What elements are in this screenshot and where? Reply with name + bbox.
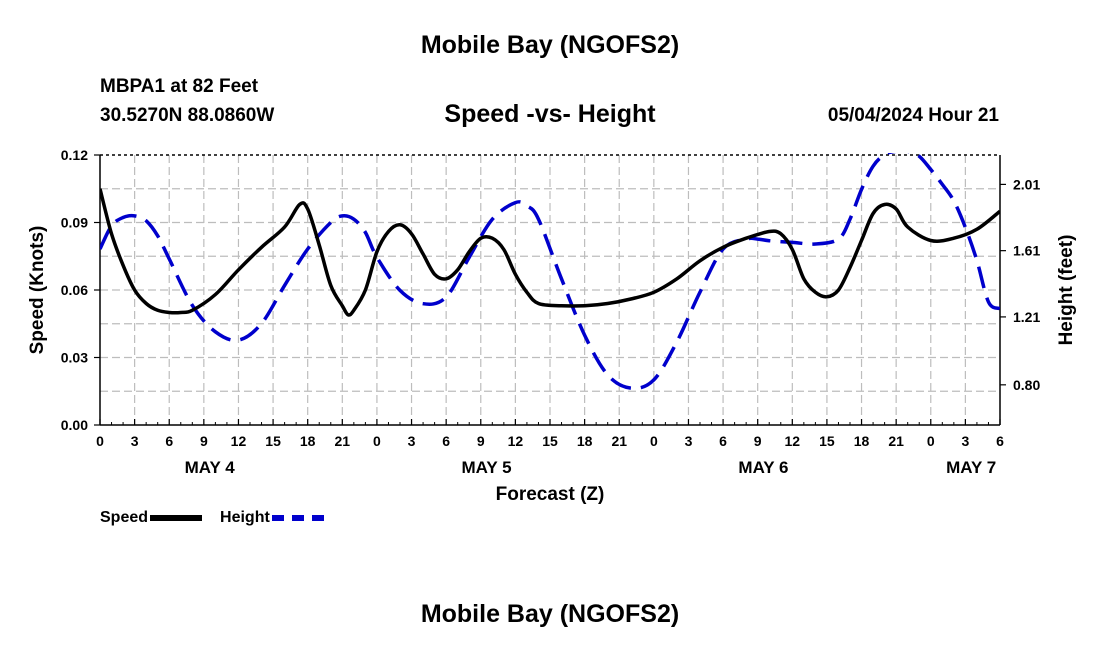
- x-tick-label: 0: [373, 433, 381, 449]
- date-label: MAY 4: [185, 458, 236, 477]
- x-tick-label: 18: [854, 433, 870, 449]
- x-tick-label: 3: [961, 433, 969, 449]
- y-right-tick-label: 2.01: [1013, 176, 1040, 192]
- legend-height-swatch: [271, 515, 324, 521]
- x-tick-label: 12: [508, 433, 524, 449]
- x-tick-label: 12: [785, 433, 801, 449]
- legend-item-speed: Speed: [100, 509, 203, 527]
- date-label: MAY 5: [461, 458, 511, 477]
- x-tick-label: 18: [577, 433, 593, 449]
- x-tick-label: 21: [611, 433, 627, 449]
- date-label: MAY 6: [738, 458, 788, 477]
- x-tick-label: 9: [754, 433, 762, 449]
- x-tick-label: 0: [927, 433, 935, 449]
- x-tick-label: 21: [888, 433, 904, 449]
- chart-main-title: Mobile Bay (NGOFS2): [420, 31, 680, 59]
- chart-legend: Speed Height: [100, 509, 342, 527]
- y-right-tick-label: 0.80: [1013, 377, 1040, 393]
- x-tick-label: 3: [131, 433, 139, 449]
- x-tick-label: 12: [231, 433, 247, 449]
- forecast-timestamp: 05/04/2024 Hour 21: [827, 105, 999, 126]
- x-tick-label: 3: [685, 433, 693, 449]
- y-right-tick-label: 1.61: [1013, 243, 1040, 259]
- y-left-tick-label: 0.06: [61, 282, 88, 298]
- x-tick-label: 0: [650, 433, 658, 449]
- x-tick-label: 15: [542, 433, 558, 449]
- legend-item-height: Height: [220, 509, 324, 527]
- footer-title: Mobile Bay (NGOFS2): [420, 600, 680, 628]
- chart-subtitle: Speed -vs- Height: [444, 100, 656, 128]
- x-tick-label: 9: [477, 433, 485, 449]
- legend-speed-label: Speed: [100, 509, 149, 526]
- x-tick-label: 3: [408, 433, 416, 449]
- x-tick-label: 0: [96, 433, 104, 449]
- y-right-axis-title: Height (feet): [1056, 235, 1077, 346]
- station-name: MBPA1 at 82 Feet: [100, 76, 259, 97]
- x-tick-label: 6: [442, 433, 450, 449]
- y-left-tick-label: 0.09: [61, 215, 88, 231]
- x-tick-label: 9: [200, 433, 208, 449]
- x-tick-label: 18: [300, 433, 316, 449]
- y-left-axis-title: Speed (Knots): [27, 226, 48, 355]
- legend-height-label: Height: [220, 509, 270, 526]
- x-tick-label: 15: [265, 433, 281, 449]
- series-line-height: [100, 153, 1000, 391]
- x-tick-label: 6: [165, 433, 173, 449]
- series-line-speed: [100, 188, 1000, 317]
- x-axis-title: Forecast (Z): [496, 484, 605, 505]
- x-tick-label: 6: [996, 433, 1004, 449]
- date-label: MAY 7: [946, 458, 996, 477]
- x-tick-label: 6: [719, 433, 727, 449]
- y-left-tick-label: 0.00: [61, 417, 88, 433]
- y-left-tick-label: 0.03: [61, 350, 88, 366]
- y-right-tick-label: 1.21: [1013, 309, 1040, 325]
- x-tick-label: 15: [819, 433, 835, 449]
- legend-speed-swatch: [150, 515, 203, 521]
- station-coordinates: 30.5270N 88.0860W: [100, 105, 275, 126]
- y-left-tick-label: 0.12: [61, 147, 88, 163]
- x-tick-label: 21: [335, 433, 351, 449]
